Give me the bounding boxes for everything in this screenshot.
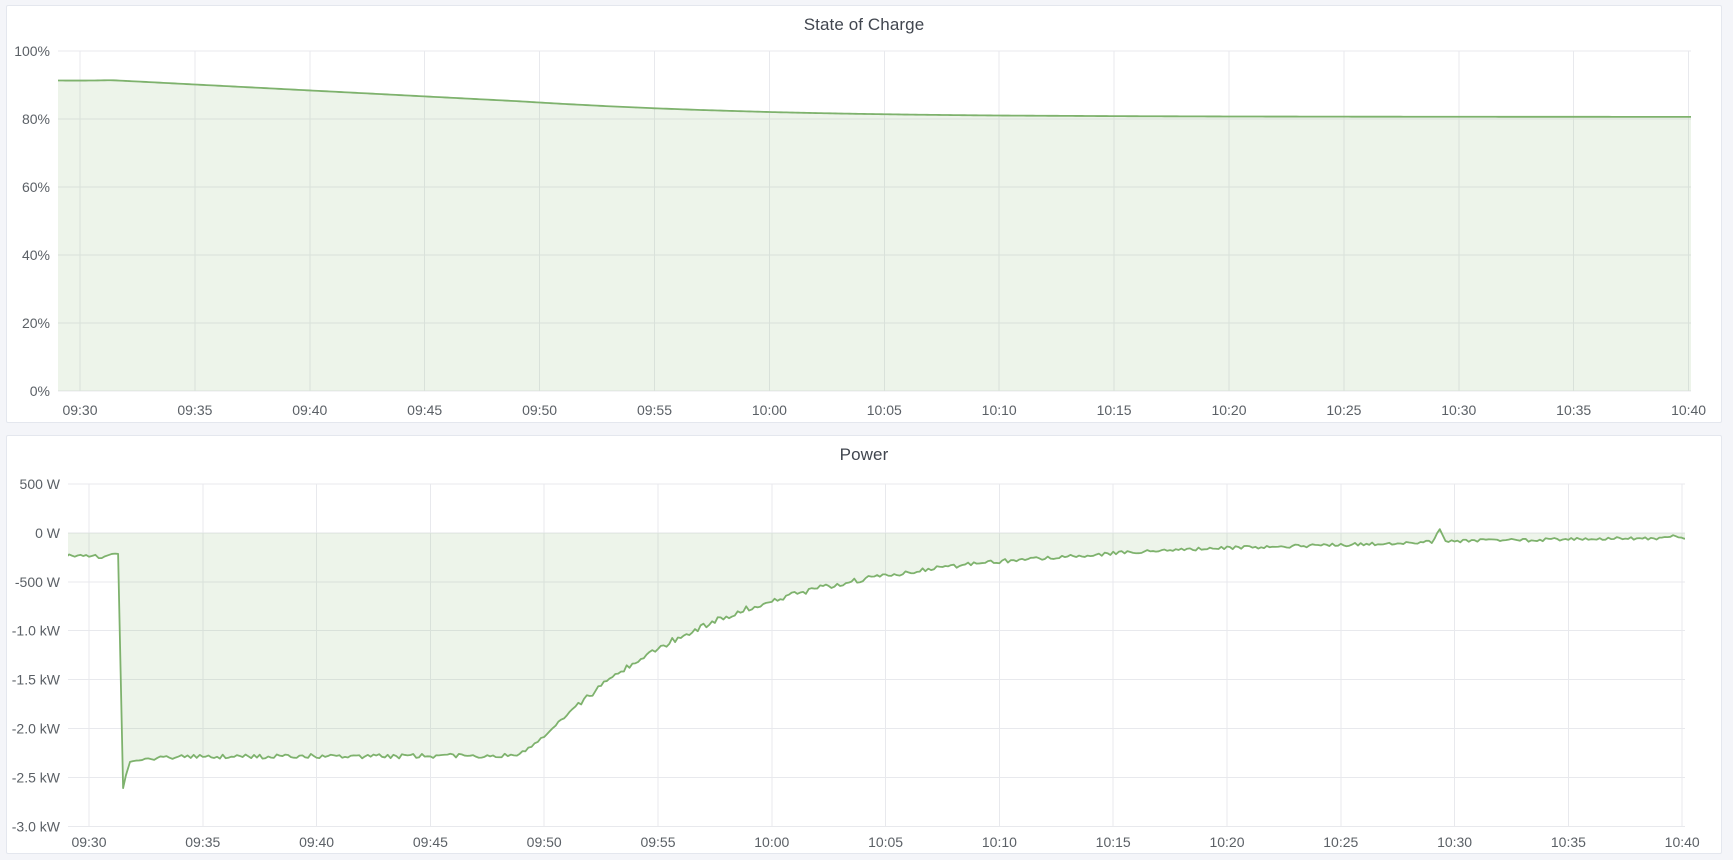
y-tick-label: 40% — [22, 247, 50, 263]
x-tick-label: 10:00 — [754, 834, 789, 850]
x-tick-label: 09:55 — [637, 402, 672, 418]
y-tick-label: -3.0 kW — [12, 818, 61, 834]
x-tick-label: 09:50 — [522, 402, 557, 418]
x-tick-label: 10:40 — [1665, 834, 1700, 850]
y-tick-label: 100% — [14, 43, 50, 59]
y-tick-label: 80% — [22, 111, 50, 127]
y-axis-labels: 500 W 0 W -500 W -1.0 kW -1.5 kW -2.0 kW -2.5 … — [12, 476, 61, 834]
x-tick-label: 09:30 — [71, 834, 106, 850]
x-axis-labels: 09:30 09:35 09:40 09:45 09:50 09:55 10:00 10:05… — [62, 402, 1706, 418]
series-fill — [58, 80, 1691, 391]
grid — [68, 483, 1685, 827]
x-tick-label: 09:55 — [640, 834, 675, 850]
x-tick-label: 10:05 — [868, 834, 903, 850]
y-tick-label: -500 W — [15, 574, 61, 590]
x-tick-label: 10:05 — [867, 402, 902, 418]
x-tick-label: 10:20 — [1209, 834, 1244, 850]
x-tick-label: 10:35 — [1551, 834, 1586, 850]
series-line — [68, 528, 1685, 790]
series-fill — [68, 529, 1685, 789]
x-tick-label: 10:00 — [752, 402, 787, 418]
power-chart[interactable]: 500 W 0 W -500 W -1.0 kW -1.5 kW -2.0 kW -2.5 … — [7, 436, 1721, 853]
panel-title-state-of-charge: State of Charge — [803, 15, 925, 34]
y-axis-labels: 100% 80% 60% 40% 20% 0% — [14, 43, 50, 399]
panel-power: Power 500 W 0 W -500 W -1.0 kW -1.5 kW -2.0 k… — [6, 435, 1722, 854]
state-of-charge-chart[interactable]: 100%80%60%40%20%0%09:30 09:35 09:40 09:45 09… — [7, 6, 1721, 422]
y-tick-label: 0 W — [35, 525, 61, 541]
x-tick-label: 10:40 — [1671, 402, 1706, 418]
y-tick-label: -1.5 kW — [12, 672, 61, 688]
y-tick-label: 60% — [22, 179, 50, 195]
x-tick-label: 10:10 — [982, 834, 1017, 850]
x-tick-label: 10:30 — [1441, 402, 1476, 418]
x-tick-label: 09:45 — [407, 402, 442, 418]
x-tick-label: 10:15 — [1096, 834, 1131, 850]
x-tick-label: 10:25 — [1323, 834, 1358, 850]
grid — [58, 50, 1691, 392]
x-tick-label: 10:35 — [1556, 402, 1591, 418]
x-tick-label: 10:30 — [1437, 834, 1472, 850]
y-tick-label: 20% — [22, 315, 50, 331]
x-tick-label: 10:25 — [1326, 402, 1361, 418]
x-tick-label: 10:20 — [1211, 402, 1246, 418]
x-tick-label: 09:35 — [185, 834, 220, 850]
x-tick-label: 09:30 — [62, 402, 97, 418]
y-tick-label: 0% — [30, 383, 50, 399]
x-tick-label: 10:15 — [1097, 402, 1132, 418]
x-tick-label: 09:40 — [299, 834, 334, 850]
y-tick-label: -1.0 kW — [12, 623, 61, 639]
x-tick-label: 09:35 — [177, 402, 212, 418]
x-tick-label: 09:45 — [413, 834, 448, 850]
x-tick-label: 09:40 — [292, 402, 327, 418]
y-tick-label: -2.0 kW — [12, 721, 61, 737]
panel-state-of-charge: State of Charge 100% 80% 60% 40% 20% 0% 09:30 0… — [6, 5, 1722, 423]
y-tick-label: 500 W — [20, 476, 61, 492]
x-axis-labels: 09:30 09:35 09:40 09:45 09:50 09:55 10:00 10:05… — [71, 834, 1699, 850]
x-tick-label: 09:50 — [527, 834, 562, 850]
x-tick-label: 10:10 — [982, 402, 1017, 418]
y-tick-label: -2.5 kW — [12, 769, 61, 785]
series-line — [58, 79, 1691, 118]
panel-title-power: Power — [839, 445, 889, 464]
